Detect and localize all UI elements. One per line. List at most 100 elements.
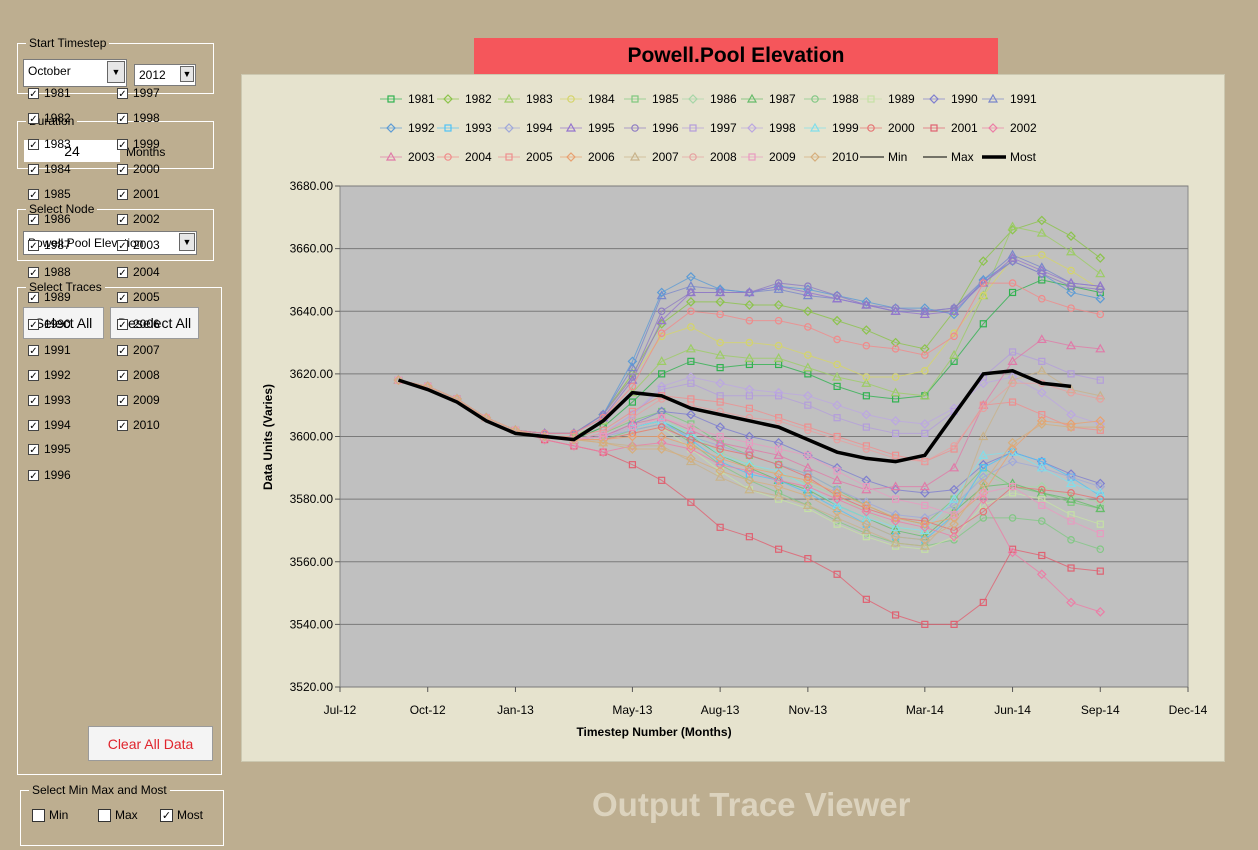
trace-checkbox-2003[interactable]: ✓ 2003	[117, 238, 160, 252]
data-point	[921, 620, 929, 628]
min-checkbox-box[interactable]	[32, 808, 45, 822]
legend-label: 2005	[526, 150, 553, 164]
trace-checkbox-1989[interactable]: ✓ 1989	[28, 290, 71, 304]
data-point	[1096, 285, 1105, 294]
data-point	[628, 423, 637, 431]
trace-checkbox-2008[interactable]: ✓ 2008	[117, 368, 160, 382]
trace-checkbox-2006[interactable]: ✓ 2006	[117, 317, 160, 331]
data-point	[890, 513, 901, 523]
data-point	[978, 378, 989, 389]
checkbox-box[interactable]: ✓	[28, 163, 39, 176]
most-checkbox-box[interactable]: ✓	[160, 808, 173, 822]
chevron-down-icon[interactable]: ▼	[180, 66, 194, 82]
trace-checkbox-1993[interactable]: ✓ 1993	[28, 393, 71, 407]
trace-checkbox-2004[interactable]: ✓ 2004	[117, 265, 160, 279]
checkbox-box[interactable]: ✓	[117, 138, 128, 151]
checkbox-box[interactable]: ✓	[28, 239, 39, 252]
data-point	[1037, 269, 1046, 278]
select-all-button[interactable]: Select All	[23, 307, 104, 339]
start-year-select[interactable]: 2012 ▼	[134, 64, 196, 86]
checkbox-box[interactable]: ✓	[117, 419, 128, 432]
checkbox-box[interactable]: ✓	[28, 344, 39, 357]
checkbox-box[interactable]: ✓	[117, 266, 128, 279]
most-checkbox[interactable]: ✓ Most	[160, 808, 203, 822]
chevron-down-icon[interactable]: ▼	[179, 233, 195, 251]
duration-input[interactable]: 24	[24, 140, 120, 162]
trace-checkbox-1998[interactable]: ✓ 1998	[117, 111, 160, 125]
trace-checkbox-1994[interactable]: ✓ 1994	[28, 418, 71, 432]
trace-checkbox-1981[interactable]: ✓ 1981	[28, 86, 71, 100]
checkbox-box[interactable]: ✓	[117, 87, 128, 100]
x-tick-label: May-13	[612, 703, 652, 717]
data-point	[979, 507, 988, 516]
data-point	[861, 500, 872, 511]
trace-checkbox-2010[interactable]: ✓ 2010	[117, 418, 160, 432]
data-point	[715, 437, 726, 447]
trace-checkbox-1984[interactable]: ✓ 1984	[28, 162, 71, 176]
trace-checkbox-1985[interactable]: ✓ 1985	[28, 187, 71, 201]
trace-checkbox-1986[interactable]: ✓ 1986	[28, 212, 71, 226]
trace-checkbox-1982[interactable]: ✓ 1982	[28, 111, 71, 125]
trace-checkbox-2000[interactable]: ✓ 2000	[117, 162, 160, 176]
checkbox-box[interactable]: ✓	[117, 163, 128, 176]
trace-checkbox-1995[interactable]: ✓ 1995	[28, 442, 71, 456]
trace-checkbox-1992[interactable]: ✓ 1992	[28, 368, 71, 382]
checkbox-box[interactable]: ✓	[28, 469, 39, 482]
checkbox-box[interactable]: ✓	[28, 87, 39, 100]
checkbox-box[interactable]: ✓	[117, 239, 128, 252]
chevron-down-icon[interactable]: ▼	[107, 61, 125, 83]
data-point	[921, 366, 929, 375]
trace-checkbox-1987[interactable]: ✓ 1987	[28, 238, 71, 252]
checkbox-box[interactable]: ✓	[117, 318, 128, 331]
trace-checkbox-2001[interactable]: ✓ 2001	[117, 187, 160, 201]
most-checkbox-label: Most	[177, 808, 204, 822]
checkbox-box[interactable]: ✓	[117, 112, 128, 125]
trace-label: 2003	[133, 238, 160, 252]
trace-checkbox-1983[interactable]: ✓ 1983	[28, 137, 71, 151]
trace-checkbox-2007[interactable]: ✓ 2007	[117, 343, 160, 357]
checkbox-box[interactable]: ✓	[117, 344, 128, 357]
data-point	[1037, 485, 1046, 494]
trace-checkbox-1997[interactable]: ✓ 1997	[117, 86, 160, 100]
data-point	[862, 595, 870, 603]
checkbox-box[interactable]: ✓	[117, 213, 128, 226]
trace-checkbox-1988[interactable]: ✓ 1988	[28, 265, 71, 279]
data-point	[832, 484, 842, 495]
checkbox-box[interactable]: ✓	[117, 369, 128, 382]
trace-checkbox-2009[interactable]: ✓ 2009	[117, 393, 160, 407]
trace-checkbox-2002[interactable]: ✓ 2002	[117, 212, 160, 226]
trace-checkbox-1996[interactable]: ✓ 1996	[28, 468, 71, 482]
data-point	[950, 526, 958, 535]
min-checkbox[interactable]: Min	[32, 808, 68, 822]
checkbox-box[interactable]: ✓	[28, 213, 39, 226]
checkbox-box[interactable]: ✓	[28, 138, 39, 151]
checkbox-box[interactable]: ✓	[28, 266, 39, 279]
checkbox-box[interactable]: ✓	[28, 419, 39, 432]
max-checkbox[interactable]: Max	[98, 808, 138, 822]
clear-all-data-button[interactable]: Clear All Data	[88, 726, 213, 761]
trace-checkbox-2005[interactable]: ✓ 2005	[117, 290, 160, 304]
duration-group: Duration 24 Months	[17, 114, 214, 169]
checkbox-box[interactable]: ✓	[28, 291, 39, 304]
checkbox-box[interactable]: ✓	[28, 394, 39, 407]
checkbox-box[interactable]: ✓	[28, 318, 39, 331]
trace-checkbox-1991[interactable]: ✓ 1991	[28, 343, 71, 357]
trace-label: 1993	[44, 393, 71, 407]
start-month-select[interactable]: October ▼	[23, 59, 127, 87]
checkbox-box[interactable]: ✓	[28, 443, 39, 456]
checkbox-box[interactable]: ✓	[117, 394, 128, 407]
checkbox-box[interactable]: ✓	[117, 291, 128, 304]
data-point	[833, 291, 841, 300]
node-select[interactable]: Powell.Pool Elevation ▼	[23, 231, 197, 255]
trace-checkbox-1999[interactable]: ✓ 1999	[117, 137, 160, 151]
checkbox-box[interactable]: ✓	[28, 369, 39, 382]
checkbox-box[interactable]: ✓	[28, 112, 39, 125]
max-checkbox-box[interactable]	[98, 808, 111, 822]
checkbox-box[interactable]: ✓	[117, 188, 128, 201]
checkbox-box[interactable]: ✓	[28, 188, 39, 201]
data-point	[716, 398, 724, 406]
data-point	[832, 400, 842, 411]
trace-checkbox-1990[interactable]: ✓ 1990	[28, 317, 71, 331]
data-point	[804, 282, 812, 291]
data-point	[978, 256, 989, 266]
